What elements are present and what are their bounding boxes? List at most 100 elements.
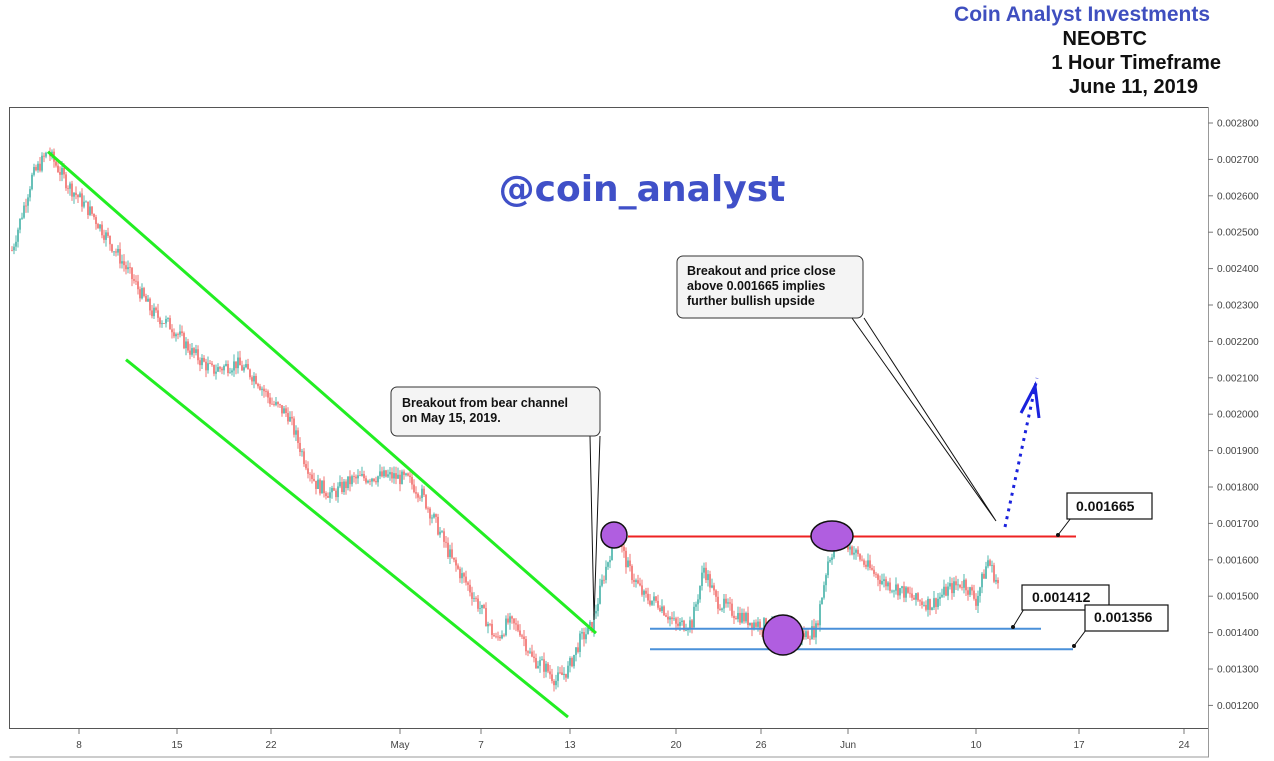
candle-body bbox=[333, 488, 335, 491]
candle-body bbox=[547, 663, 549, 672]
candle-body bbox=[481, 604, 483, 609]
candle-body bbox=[221, 368, 223, 371]
candle-body bbox=[213, 364, 215, 374]
support-high-value: 0.001412 bbox=[1032, 589, 1091, 605]
candle-body bbox=[907, 587, 909, 593]
candle-body bbox=[815, 623, 817, 638]
candle-body bbox=[381, 471, 383, 477]
candle-body bbox=[363, 473, 365, 479]
candle-body bbox=[755, 622, 757, 627]
candle-body bbox=[283, 408, 285, 414]
candle-body bbox=[485, 608, 487, 627]
candle-body bbox=[961, 587, 963, 589]
candle-body bbox=[721, 608, 723, 610]
candle-body bbox=[451, 549, 453, 558]
candle-body bbox=[853, 552, 855, 555]
candle-body bbox=[965, 579, 967, 591]
candle-body bbox=[157, 310, 159, 318]
candle-body bbox=[57, 165, 59, 173]
candle-body bbox=[95, 217, 97, 225]
candle-body bbox=[933, 598, 935, 608]
time-tick-label: 10 bbox=[970, 740, 982, 751]
candle-body bbox=[833, 547, 835, 558]
candle-body bbox=[825, 575, 827, 586]
candle-body bbox=[175, 334, 177, 337]
candle-body bbox=[529, 651, 531, 653]
candle-body bbox=[349, 476, 351, 485]
candle-body bbox=[553, 680, 555, 686]
candle-body bbox=[983, 573, 985, 579]
candle-body bbox=[307, 468, 309, 474]
candle-body bbox=[581, 632, 583, 634]
candle-body bbox=[503, 634, 505, 636]
candle-body bbox=[75, 192, 77, 195]
plot-frame bbox=[9, 107, 1209, 729]
candle-body bbox=[235, 361, 237, 369]
candle-body bbox=[461, 573, 463, 579]
channel-lower-line bbox=[125, 358, 569, 719]
candle-body bbox=[975, 598, 977, 606]
candle-body bbox=[723, 598, 725, 609]
candle-body bbox=[287, 413, 289, 422]
candle-body bbox=[145, 296, 147, 302]
candle-body bbox=[497, 636, 499, 638]
candle-body bbox=[971, 587, 973, 591]
candle-body bbox=[303, 451, 305, 465]
candle-body bbox=[13, 246, 15, 251]
price-tick-label: 0.001800 bbox=[1217, 483, 1259, 494]
candle-body bbox=[359, 475, 361, 477]
candle-body bbox=[183, 333, 185, 349]
candle-body bbox=[647, 593, 649, 601]
price-tick-label: 0.002200 bbox=[1217, 337, 1259, 348]
candle-body bbox=[33, 167, 35, 175]
candle-body bbox=[733, 615, 735, 619]
watermark-handle: @coin_analyst bbox=[499, 169, 786, 210]
candle-body bbox=[577, 647, 579, 652]
candle-body bbox=[751, 622, 753, 629]
candle-body bbox=[809, 638, 811, 640]
candle-body bbox=[819, 604, 821, 626]
price-tick-label: 0.002100 bbox=[1217, 373, 1259, 384]
price-tick-label: 0.002400 bbox=[1217, 264, 1259, 275]
candle-body bbox=[305, 464, 307, 469]
candle-body bbox=[563, 673, 565, 675]
candle-body bbox=[729, 602, 731, 604]
candle-body bbox=[501, 634, 503, 639]
time-tick-label: 13 bbox=[564, 740, 576, 751]
candle-body bbox=[631, 565, 633, 581]
projection-arrow-icon bbox=[1019, 381, 1041, 419]
candle-body bbox=[561, 672, 563, 675]
candle-body bbox=[237, 357, 239, 369]
candle-body bbox=[463, 573, 465, 577]
candle-body bbox=[911, 593, 913, 598]
price-tick-label: 0.002700 bbox=[1217, 155, 1259, 166]
candle-body bbox=[101, 224, 103, 236]
candle-body bbox=[483, 604, 485, 609]
candle-body bbox=[521, 635, 523, 637]
time-tick-label: 22 bbox=[265, 740, 277, 751]
candle-body bbox=[731, 603, 733, 616]
candle-body bbox=[879, 579, 881, 585]
price-tick-label: 0.001700 bbox=[1217, 519, 1259, 530]
candle-body bbox=[285, 408, 287, 414]
callout-line-2: on May 15, 2019. bbox=[402, 411, 501, 425]
candle-body bbox=[489, 623, 491, 625]
candle-body bbox=[977, 595, 979, 606]
candle-body bbox=[537, 665, 539, 669]
candle-body bbox=[599, 585, 601, 604]
candle-body bbox=[807, 631, 809, 639]
candle-body bbox=[711, 585, 713, 588]
candle-body bbox=[935, 598, 937, 607]
candle-body bbox=[969, 587, 971, 595]
candle-body bbox=[251, 377, 253, 382]
candle-body bbox=[383, 470, 385, 477]
candle-body bbox=[149, 298, 151, 311]
candle-body bbox=[355, 476, 357, 479]
candle-body bbox=[693, 606, 695, 628]
candle-body bbox=[347, 476, 349, 489]
candle-body bbox=[27, 197, 29, 206]
candle-body bbox=[579, 633, 581, 652]
candle-body bbox=[867, 560, 869, 567]
candle-body bbox=[125, 265, 127, 270]
candle-body bbox=[71, 183, 73, 197]
